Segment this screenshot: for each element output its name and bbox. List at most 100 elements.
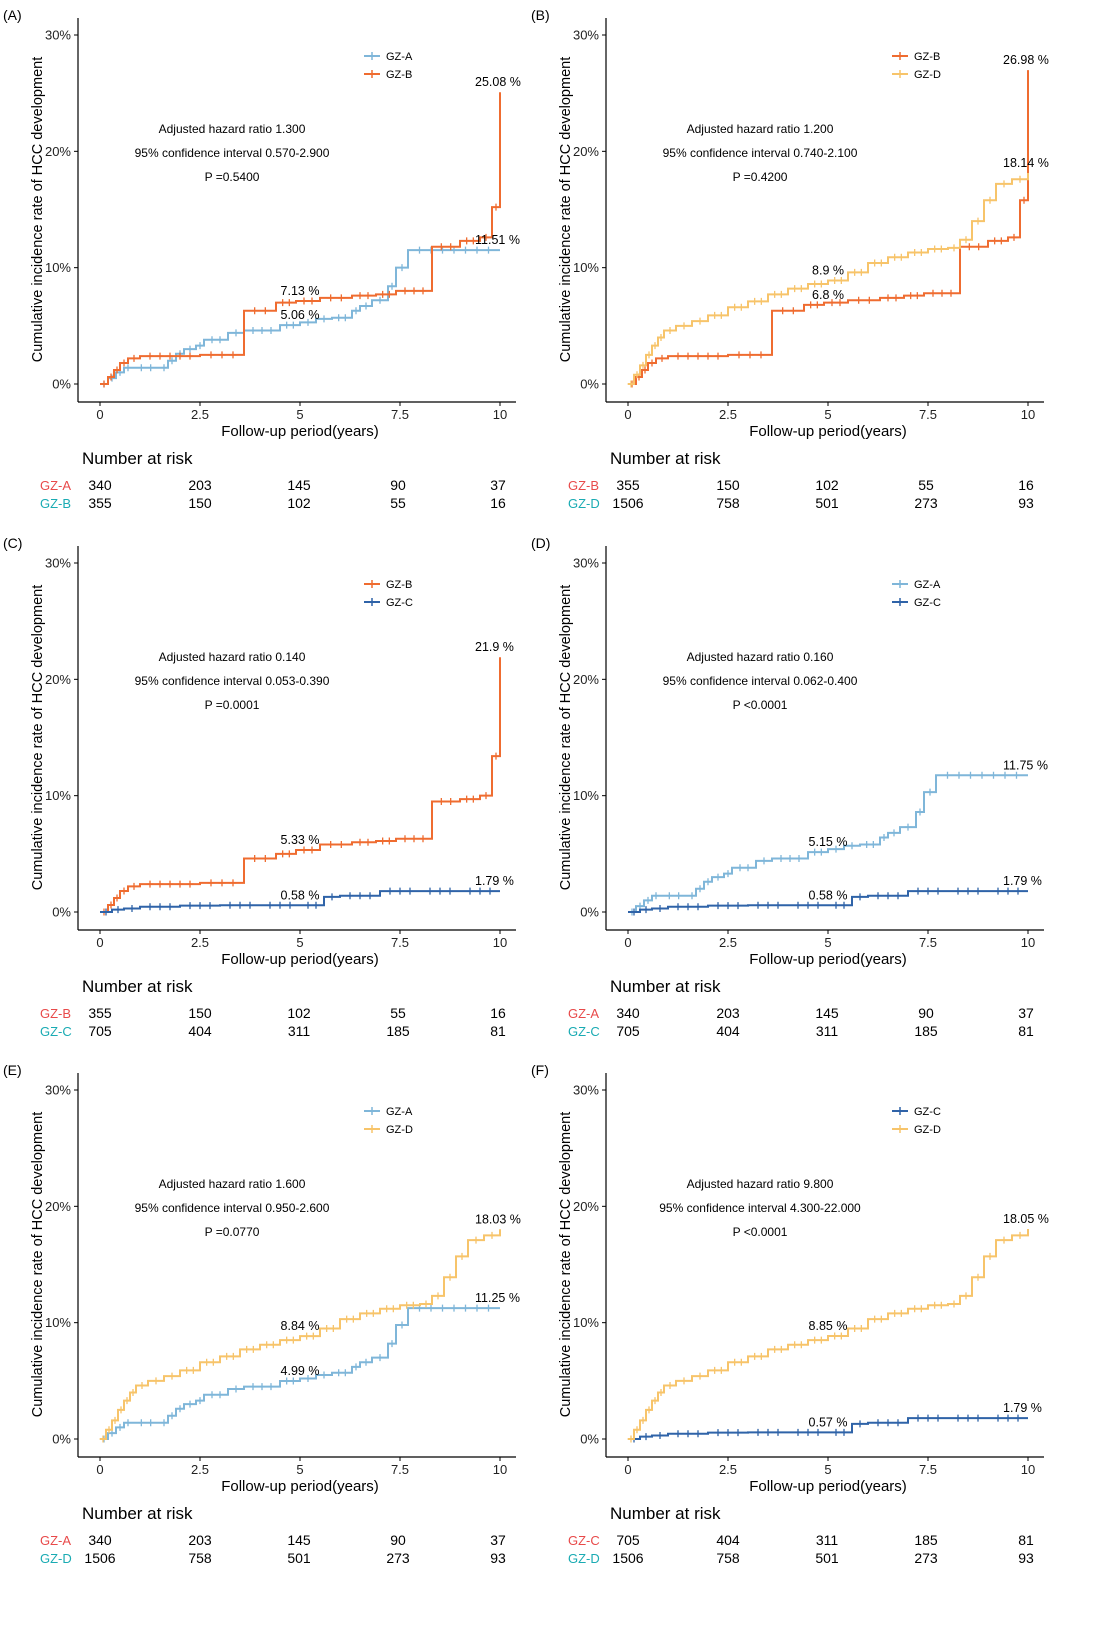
censor-mark — [323, 1324, 331, 1332]
censor-mark — [482, 233, 490, 241]
risk-value: 355 — [88, 1005, 112, 1021]
risk-row-label: GZ-D — [568, 1551, 600, 1566]
y-tick-label: 30% — [45, 28, 71, 43]
censor-mark — [874, 892, 882, 900]
censor-mark — [335, 314, 343, 322]
censor-mark — [114, 906, 122, 914]
censor-mark — [469, 795, 477, 803]
censor-mark — [658, 354, 666, 362]
censor-mark — [147, 364, 155, 372]
risk-title: Number at risk — [82, 449, 193, 468]
censor-mark — [894, 1419, 902, 1427]
censor-mark — [458, 1252, 466, 1260]
legend-label: GZ-A — [386, 1106, 413, 1118]
censor-mark — [156, 352, 164, 360]
censor-mark — [811, 1336, 819, 1344]
y-axis-title: Cumulative incidence rate of HCC develop… — [558, 585, 574, 890]
risk-value: 501 — [815, 1550, 839, 1566]
censor-mark — [627, 1435, 635, 1443]
censor-mark — [991, 237, 999, 245]
censor-mark — [492, 203, 500, 211]
risk-value: 404 — [716, 1532, 740, 1548]
censor-mark — [931, 1301, 939, 1309]
censor-mark — [751, 1352, 759, 1360]
risk-value: 150 — [716, 477, 740, 493]
censor-mark — [341, 314, 349, 322]
censor-mark — [437, 797, 445, 805]
censor-mark — [828, 299, 836, 307]
censor-mark — [644, 896, 652, 904]
value-label: 6.8 % — [812, 288, 844, 302]
censor-mark — [837, 1332, 845, 1340]
censor-mark — [651, 1397, 659, 1405]
censor-mark — [196, 902, 204, 910]
censor-mark — [463, 237, 471, 245]
risk-value: 1506 — [612, 1550, 643, 1566]
x-axis-title: Follow-up period(years) — [749, 951, 907, 968]
risk-value: 311 — [816, 1532, 839, 1548]
x-tick-label: 7.5 — [919, 407, 937, 422]
risk-value: 185 — [386, 1023, 410, 1039]
censor-mark — [734, 1429, 742, 1437]
censor-mark — [176, 1405, 184, 1413]
censor-mark — [1020, 196, 1028, 204]
censor-mark — [652, 892, 660, 900]
risk-value: 185 — [914, 1532, 938, 1548]
censor-mark — [907, 292, 915, 300]
risk-title: Number at risk — [82, 977, 193, 996]
y-axis-title: Cumulative incidence rate of HCC develop… — [30, 585, 46, 890]
censor-mark — [855, 296, 863, 304]
censor-mark — [974, 217, 982, 225]
censor-mark — [929, 289, 937, 297]
censor-mark — [1000, 1236, 1008, 1244]
x-tick-label: 7.5 — [919, 935, 937, 950]
censor-mark — [130, 882, 138, 890]
censor-mark — [731, 303, 739, 311]
panel-label: (B) — [531, 7, 550, 23]
censor-mark — [398, 264, 406, 272]
value-label: 18.14 % — [1003, 156, 1049, 170]
censor-mark — [349, 1315, 357, 1323]
y-tick-label: 20% — [573, 144, 599, 159]
censor-mark — [337, 841, 345, 849]
censor-mark — [203, 1358, 211, 1366]
censor-mark — [176, 352, 184, 360]
censor-mark — [674, 1430, 682, 1438]
censor-mark — [990, 771, 997, 779]
censor-mark — [486, 887, 494, 895]
x-tick-label: 2.5 — [719, 1462, 737, 1477]
censor-mark — [320, 1371, 328, 1379]
censor-mark — [947, 289, 955, 297]
censor-mark — [974, 1273, 982, 1281]
censor-mark — [714, 1429, 722, 1437]
risk-value: 81 — [1018, 1023, 1034, 1039]
censor-mark — [156, 880, 164, 888]
legend-item: GZ-B — [892, 51, 940, 63]
risk-value: 758 — [188, 1550, 212, 1566]
censor-mark — [289, 1377, 297, 1385]
censor-mark — [917, 249, 925, 257]
legend-item: GZ-D — [364, 1124, 413, 1136]
risk-value: 404 — [716, 1023, 740, 1039]
x-tick-label: 7.5 — [391, 935, 409, 950]
censor-mark — [258, 1383, 266, 1391]
censor-mark — [168, 357, 176, 365]
censor-mark — [130, 354, 138, 362]
censor-mark — [797, 285, 805, 293]
censor-mark — [694, 1430, 702, 1438]
risk-value: 16 — [490, 1005, 506, 1021]
panel-a: (A) Cumulative incidence rate of HCC deve… — [3, 7, 521, 511]
censor-mark — [645, 351, 653, 359]
censor-mark — [107, 373, 115, 381]
censor-mark — [986, 196, 994, 204]
censor-mark — [965, 243, 973, 251]
censor-mark — [379, 290, 387, 298]
censor-mark — [684, 903, 692, 911]
y-tick-label: 0% — [52, 1432, 71, 1447]
censor-mark — [120, 887, 128, 895]
x-tick-label: 5 — [824, 1462, 831, 1477]
risk-value: 705 — [88, 1023, 112, 1039]
censor-mark — [229, 879, 237, 887]
censor-mark — [356, 892, 364, 900]
y-tick-label: 0% — [580, 1432, 599, 1447]
